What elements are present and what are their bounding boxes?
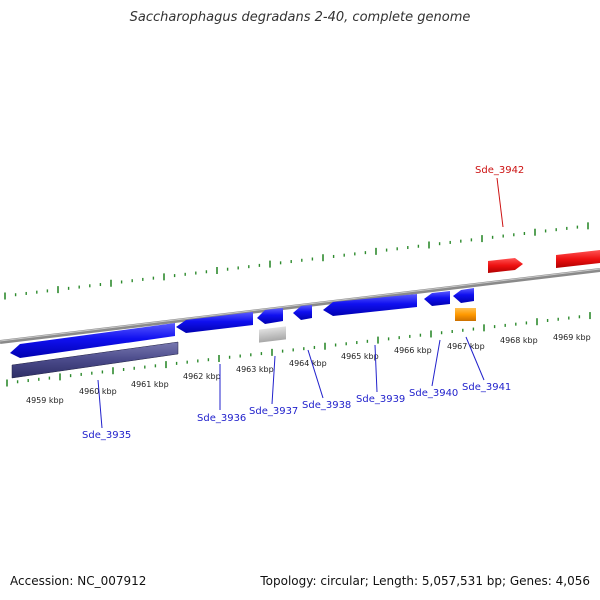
gene-label-sde-3935[interactable]: Sde_3935 — [82, 430, 131, 441]
genome-summary-text: Topology: circular; Length: 5,057,531 bp… — [260, 574, 590, 588]
gene-sde-3936-arrow[interactable] — [176, 312, 253, 333]
gene-label-sde-3942[interactable]: Sde_3942 — [475, 165, 524, 176]
kbp-label: 4967 kbp — [447, 342, 485, 351]
upper-tick-track — [4, 222, 589, 300]
kbp-label: 4965 kbp — [341, 352, 379, 361]
gene-label-sde-3937[interactable]: Sde_3937 — [249, 406, 298, 417]
gene-leader-lines — [97, 336, 485, 429]
gene-sde-3939-arrow[interactable] — [323, 294, 417, 316]
gene-sde-3937-arrow[interactable] — [257, 308, 283, 324]
kbp-label: 4966 kbp — [394, 346, 432, 355]
kbp-label: 4963 kbp — [236, 365, 274, 374]
kbp-label: 4962 kbp — [183, 372, 221, 381]
kbp-label: 4964 kbp — [289, 359, 327, 368]
gene-sde-3941-rna[interactable] — [455, 308, 476, 321]
kbp-label: 4969 kbp — [553, 333, 591, 342]
gene-label-sde-3936[interactable]: Sde_3936 — [197, 413, 246, 424]
operon-bar[interactable] — [11, 341, 179, 379]
kbp-label: 4968 kbp — [500, 336, 538, 345]
gene-sde-3942-leader — [496, 177, 504, 228]
lower-tick-track — [6, 312, 591, 387]
gene-sde-3937-pseudo[interactable] — [259, 326, 286, 343]
gene-sde-3942-arrow[interactable] — [488, 258, 523, 273]
gene-label-sde-3938[interactable]: Sde_3938 — [302, 400, 351, 411]
gene-sde-3941-arrow[interactable] — [453, 288, 474, 303]
kbp-label: 4960 kbp — [79, 387, 117, 396]
gene-red-right[interactable] — [556, 250, 600, 268]
accession-text: Accession: NC_007912 — [10, 574, 147, 588]
kbp-label: 4961 kbp — [131, 380, 169, 389]
gene-sde-3940-arrow[interactable] — [424, 291, 450, 306]
kbp-label: 4959 kbp — [26, 396, 64, 405]
gene-label-sde-3939[interactable]: Sde_3939 — [356, 394, 405, 405]
genome-backbone — [0, 268, 600, 344]
gene-sde-3935-arrow[interactable] — [10, 323, 175, 358]
gene-label-sde-3940[interactable]: Sde_3940 — [409, 388, 458, 399]
gene-sde-3938-arrow[interactable] — [293, 305, 312, 320]
kbp-axis-labels: 4959 kbp 4960 kbp 4961 kbp 4962 kbp 4963… — [26, 333, 591, 405]
gene-label-sde-3941[interactable]: Sde_3941 — [462, 382, 511, 393]
genome-title: Saccharophagus degradans 2-40, complete … — [129, 10, 471, 25]
